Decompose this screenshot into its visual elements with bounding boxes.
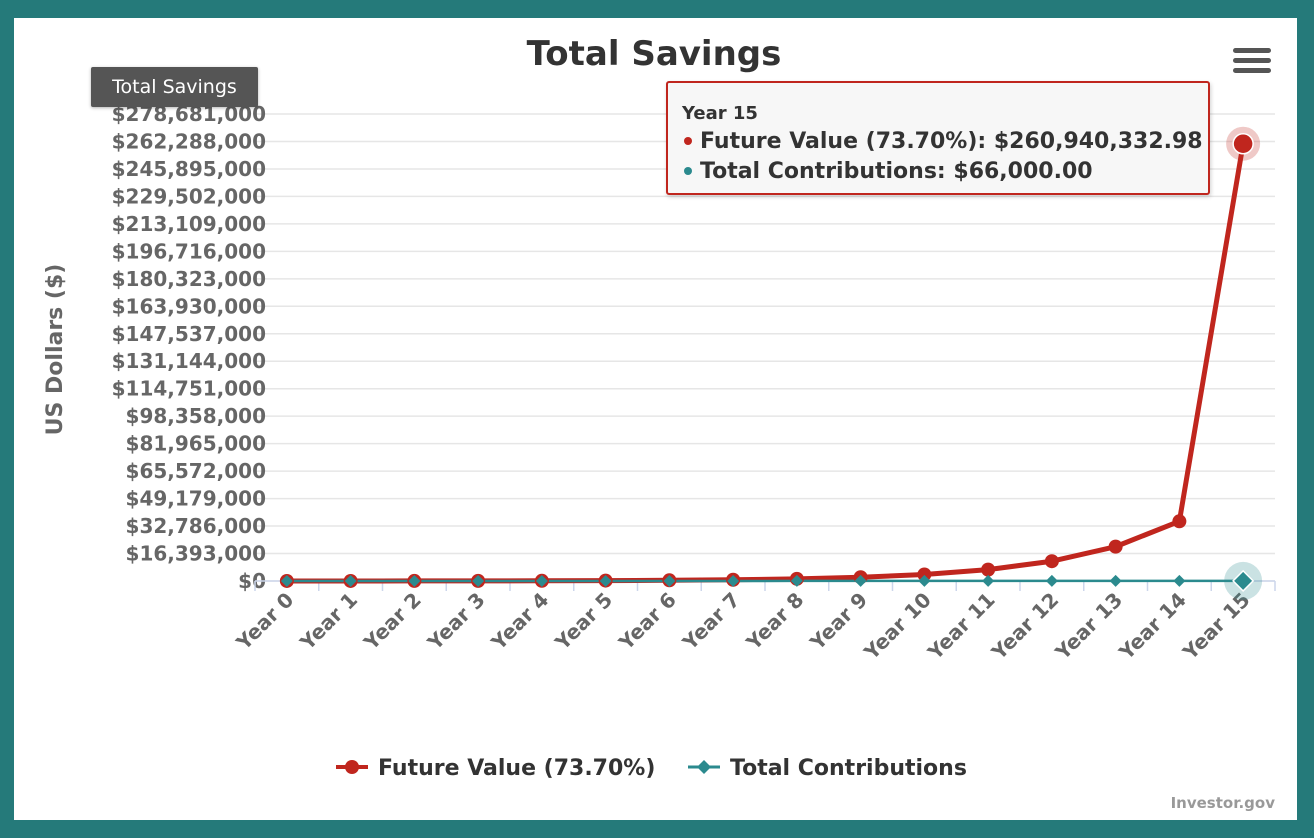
contribution-point bbox=[918, 574, 931, 587]
x-tick-label: Year 13 bbox=[1050, 588, 1127, 665]
tooltip-row-future-value: Future Value (73.70%): $260,940,332.98 bbox=[682, 127, 1208, 157]
contribution-point bbox=[790, 574, 803, 587]
y-tick-label: $32,786,000 bbox=[126, 514, 266, 538]
chart-svg: Total Savings$0$16,393,000$32,786,000$49… bbox=[43, 34, 1276, 781]
y-tick-label: $131,144,000 bbox=[112, 349, 266, 373]
y-tick-label: $262,288,000 bbox=[112, 129, 266, 153]
tooltip-contributions-text: Total Contributions: $66,000.00 bbox=[700, 159, 1093, 184]
chart-container: Total Savings $0 $16,393,000 $32,786,000 $49… bbox=[14, 18, 1297, 820]
contribution-point bbox=[727, 574, 740, 587]
y-tick-label: $147,537,000 bbox=[112, 322, 266, 346]
y-tick-label: $16,393,000 bbox=[126, 542, 266, 566]
tooltip-row-contributions: Total Contributions: $66,000.00 bbox=[682, 157, 1208, 187]
future-value-point bbox=[917, 567, 932, 582]
future-value-point bbox=[981, 562, 996, 577]
legend-circle-icon bbox=[345, 760, 359, 774]
legend-diamond-icon bbox=[697, 760, 711, 774]
tooltip-future-value-text: Future Value (73.70%): $260,940,332.98 bbox=[700, 129, 1203, 154]
contribution-point bbox=[1173, 574, 1186, 587]
contribution-point bbox=[1232, 569, 1255, 592]
series-line-0 bbox=[286, 143, 1246, 584]
y-tick-label: $65,572,000 bbox=[126, 459, 266, 483]
x-tick-label: Year 2 bbox=[358, 588, 425, 655]
y-tick-label: $114,751,000 bbox=[112, 377, 266, 401]
contribution-point bbox=[982, 574, 995, 587]
contribution-point bbox=[599, 574, 612, 587]
tooltip-red-dot-icon bbox=[684, 136, 692, 145]
x-tick-label: Year 4 bbox=[486, 588, 553, 655]
y-axis-title: US Dollars ($) bbox=[43, 264, 68, 436]
chart-title: Total Savings bbox=[527, 34, 782, 74]
x-tick-label: Year 0 bbox=[231, 588, 298, 655]
x-tick-label: Year 3 bbox=[422, 588, 489, 655]
future-value-point bbox=[1172, 514, 1187, 529]
contribution-point bbox=[663, 574, 676, 587]
x-tick-label: Year 11 bbox=[922, 588, 999, 665]
y-tick-label: $49,179,000 bbox=[126, 487, 266, 511]
contribution-point bbox=[1045, 574, 1058, 587]
contribution-point bbox=[1109, 574, 1122, 587]
future-value-point bbox=[1044, 554, 1059, 569]
y-tick-label: $196,716,000 bbox=[112, 239, 266, 263]
future-value-point bbox=[1232, 132, 1254, 155]
x-tick-label: Year 7 bbox=[677, 588, 744, 655]
contribution-point bbox=[472, 574, 485, 587]
x-tick-label: Year 5 bbox=[550, 588, 617, 655]
y-tick-label: $180,323,000 bbox=[112, 267, 266, 291]
y-tick-label: $229,502,000 bbox=[112, 184, 266, 208]
y-tick-label: $98,358,000 bbox=[126, 404, 266, 428]
axis-hover-tooltip: Total Savings bbox=[91, 67, 258, 107]
x-tick-label: Year 6 bbox=[613, 588, 680, 655]
tooltip-teal-dot-icon bbox=[684, 166, 692, 175]
contribution-point bbox=[535, 574, 548, 587]
x-tick-label: Year 8 bbox=[741, 588, 808, 655]
hamburger-menu-icon[interactable] bbox=[1233, 48, 1271, 78]
x-tick-label: Year 12 bbox=[986, 588, 1063, 665]
y-tick-label: $81,965,000 bbox=[126, 432, 266, 456]
contribution-point bbox=[408, 574, 421, 587]
contribution-point bbox=[854, 574, 867, 587]
credits-link[interactable]: Investor.gov bbox=[1170, 794, 1275, 812]
y-tick-label: $245,895,000 bbox=[112, 157, 266, 181]
tooltip-title: Year 15 bbox=[682, 103, 758, 124]
x-tick-label: Year 1 bbox=[295, 588, 362, 655]
data-tooltip: Year 15 Future Value (73.70%): $260,940,… bbox=[666, 81, 1210, 195]
y-tick-label: $213,109,000 bbox=[112, 212, 266, 236]
legend-label-future-value: Future Value (73.70%) bbox=[378, 756, 655, 781]
legend-label-contributions: Total Contributions bbox=[730, 756, 967, 781]
x-tick-label: Year 10 bbox=[859, 588, 936, 665]
contribution-point bbox=[280, 574, 293, 587]
x-tick-label: Year 14 bbox=[1114, 588, 1191, 665]
future-value-point bbox=[1108, 539, 1123, 554]
y-tick-label: $163,930,000 bbox=[112, 294, 266, 318]
contribution-point bbox=[344, 574, 357, 587]
